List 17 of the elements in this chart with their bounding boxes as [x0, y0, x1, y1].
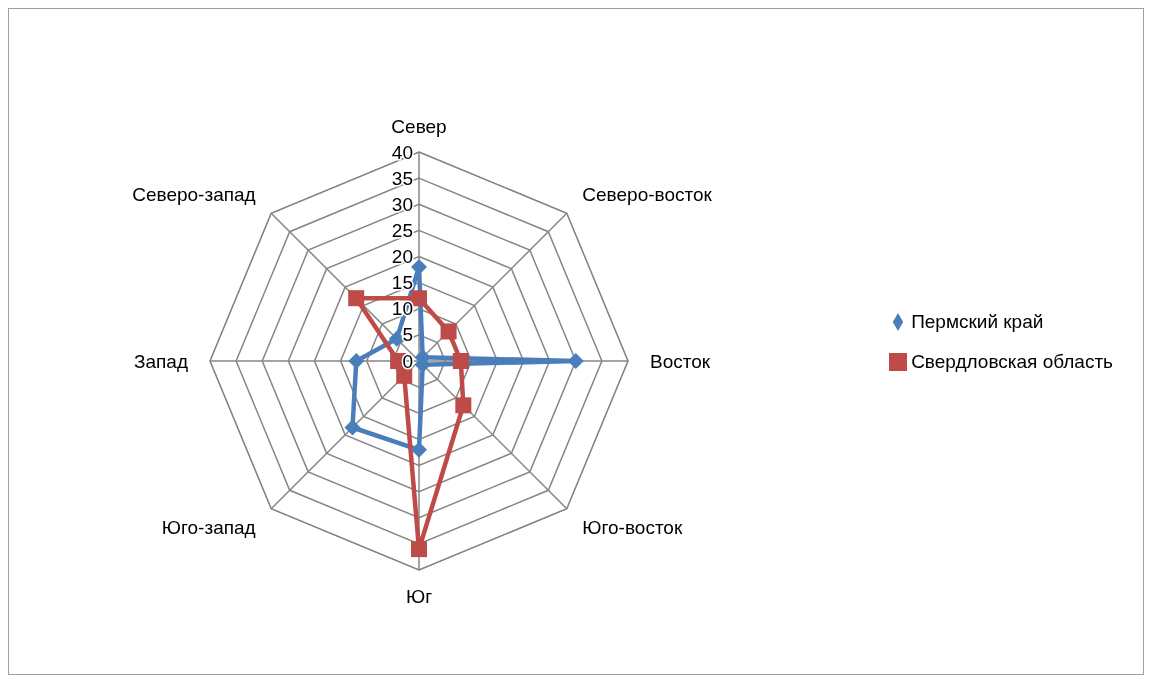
y-tick-label: 15	[391, 272, 413, 294]
spoke-label: Запад	[134, 350, 188, 372]
y-tick-label: 20	[391, 246, 413, 267]
spoke-label: Восток	[650, 350, 711, 372]
legend-label: Свердловская область	[911, 350, 1113, 372]
y-tick-label: 30	[391, 193, 413, 215]
y-tick-label: 35	[391, 167, 413, 189]
legend-label: Пермский край	[911, 310, 1044, 332]
y-tick-label: 25	[391, 219, 413, 241]
y-tick-label: 40	[391, 141, 413, 163]
spoke-label: Северо-восток	[582, 184, 713, 206]
y-tick-label: 5	[402, 324, 413, 346]
spoke-label: Юго-восток	[582, 516, 683, 538]
spoke-label: Юг	[405, 585, 433, 607]
spoke-label: Юго-запад	[161, 516, 256, 538]
spoke-label: Северо-запад	[132, 184, 256, 206]
spoke-label: Север	[391, 115, 447, 137]
